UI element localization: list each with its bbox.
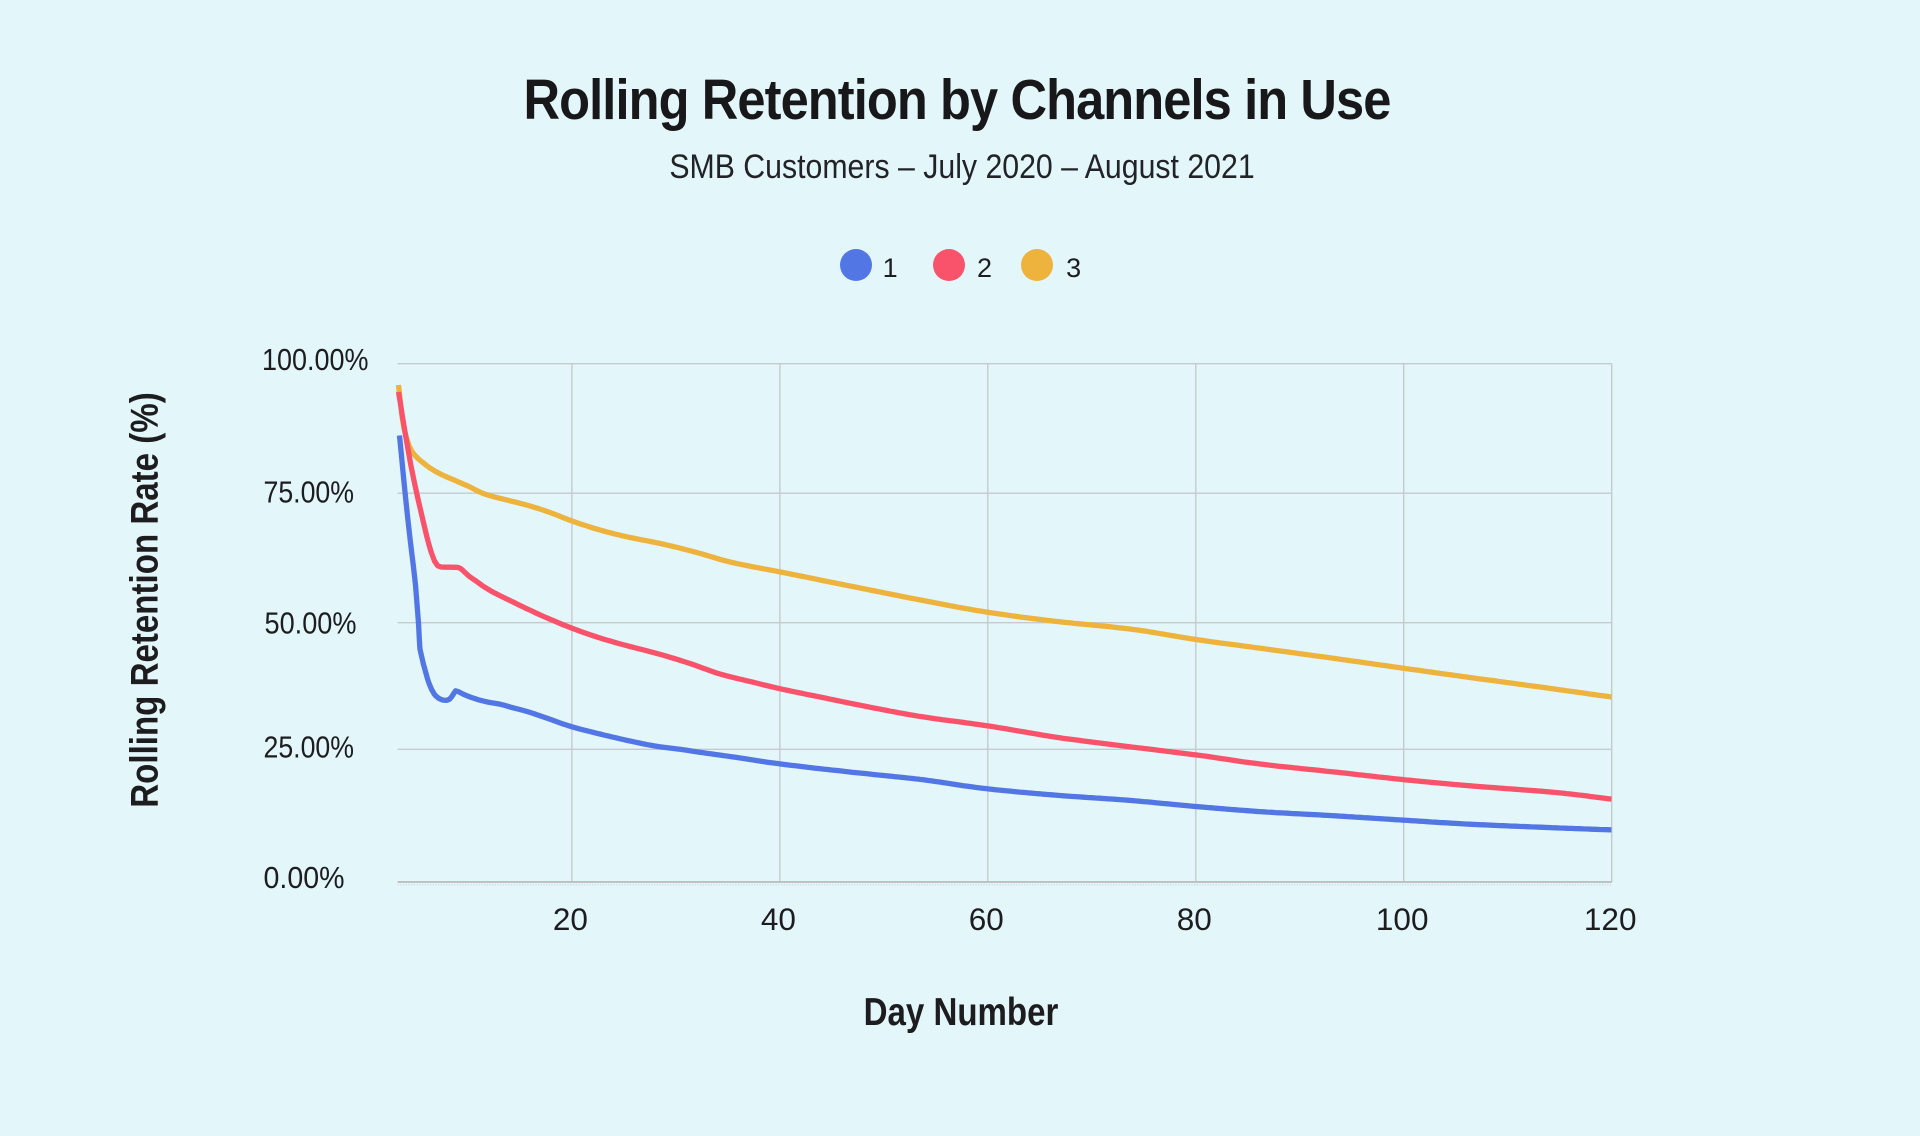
- svg-text:100: 100: [1376, 901, 1429, 937]
- svg-text:20: 20: [553, 901, 588, 937]
- svg-text:Day Number: Day Number: [864, 989, 1059, 1033]
- svg-text:40: 40: [761, 901, 796, 937]
- svg-text:0.00%: 0.00%: [264, 860, 345, 895]
- svg-text:80: 80: [1177, 901, 1212, 937]
- svg-text:75.00%: 75.00%: [264, 475, 355, 510]
- svg-text:120: 120: [1584, 901, 1637, 937]
- svg-text:100.00%: 100.00%: [262, 342, 369, 377]
- svg-text:50.00%: 50.00%: [265, 605, 357, 640]
- svg-text:Rolling Retention Rate (%): Rolling Retention Rate (%): [122, 392, 166, 807]
- svg-text:60: 60: [969, 901, 1004, 937]
- svg-text:25.00%: 25.00%: [264, 730, 355, 765]
